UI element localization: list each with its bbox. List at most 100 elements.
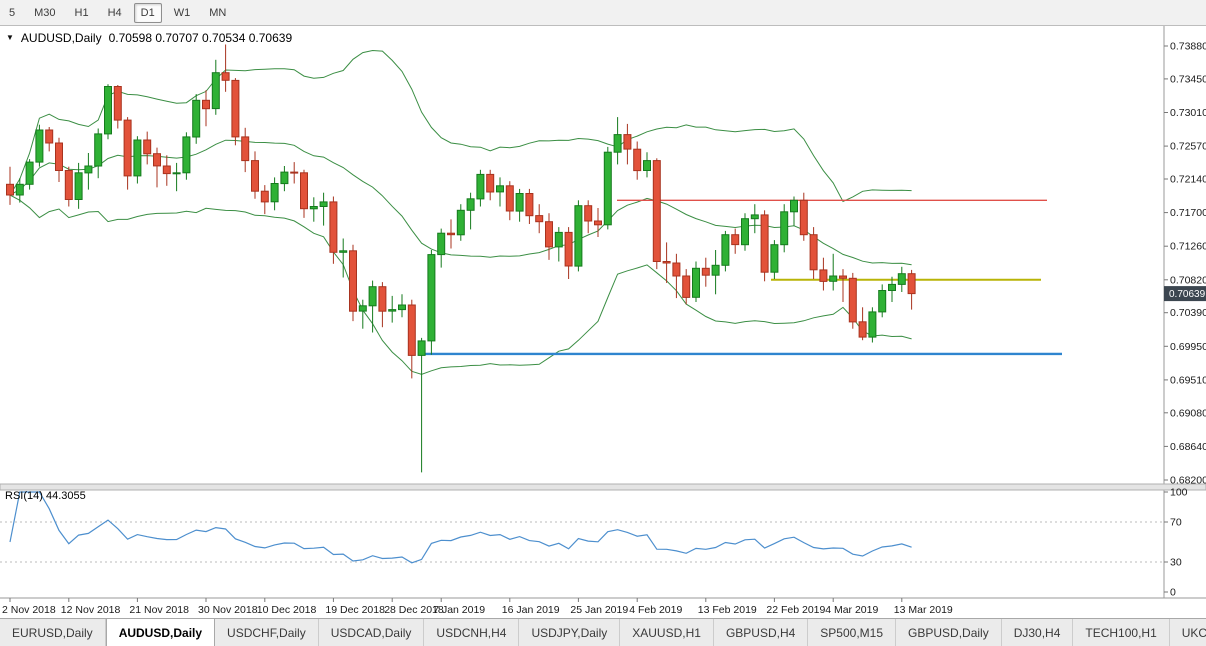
tab-usdcad-daily[interactable]: USDCAD,Daily <box>318 619 425 646</box>
rsi-panel: 100 70 30 0 <box>0 487 1188 599</box>
timeframe-button-d1[interactable]: D1 <box>133 2 162 23</box>
candle-body <box>848 277 857 323</box>
tab-gbpusd-h4[interactable]: GBPUSD,H4 <box>713 619 809 646</box>
timeframe-button-mn[interactable]: MN <box>209 6 227 19</box>
chart-area: 0.73880 0.73450 0.73010 0.72570 0.72140 0.717… <box>0 26 1206 618</box>
candle-body <box>94 133 103 167</box>
price-axis-label: 0.68200 <box>1170 475 1206 487</box>
candle-body <box>888 283 896 291</box>
timeframe-button-h1[interactable]: H1 <box>74 6 89 19</box>
chart-tabs-bar: EURUSD,Daily AUDUSD,Daily USDCHF,Daily USDC… <box>0 618 1206 646</box>
candle-body <box>221 72 230 81</box>
timeframe-button-h4[interactable]: H4 <box>107 6 122 19</box>
tab-dj30-h4[interactable]: DJ30,H4 <box>1001 619 1074 646</box>
candle-body <box>554 231 563 248</box>
candle-body <box>799 199 808 236</box>
candle-body <box>574 205 583 267</box>
current-price-badge <box>1164 286 1206 302</box>
timeframe-button-5[interactable]: 5 <box>9 6 16 19</box>
candle-body <box>241 136 250 162</box>
candle-body <box>868 311 877 338</box>
current-price-badge-label: 0.70639 <box>1169 289 1206 300</box>
tab-gbpusd-daily[interactable]: GBPUSD,Daily <box>896 619 1002 646</box>
rsi-axis-label: 0 <box>1170 587 1176 599</box>
price-axis-label: 0.73010 <box>1170 107 1206 119</box>
price-axis-label: 0.70820 <box>1170 274 1206 286</box>
candle-body <box>819 269 828 282</box>
timeframe-toolbar: 5 M30 H1 H4 D1 W1 MN <box>0 0 1206 26</box>
candle-body <box>741 218 749 246</box>
candle-body <box>143 139 152 155</box>
candle-body <box>153 153 161 167</box>
candle-body <box>231 79 240 138</box>
candle-body <box>505 185 514 212</box>
candle-body <box>104 86 112 135</box>
candle-body <box>633 148 642 172</box>
date-axis-label: 16 Jan 2019 <box>502 604 560 616</box>
candle-body <box>192 99 201 138</box>
candle-body <box>398 304 406 311</box>
candle-body <box>897 273 906 285</box>
candle-body <box>770 244 779 273</box>
candle-body <box>829 275 838 282</box>
price-axis-label: 0.73450 <box>1170 73 1206 85</box>
candle-body <box>407 304 416 356</box>
tab-audusd-daily[interactable]: AUDUSD,Daily <box>105 619 216 646</box>
candle-body <box>721 234 730 266</box>
date-axis-label: 10 Dec 2018 <box>257 604 317 616</box>
candle-body <box>760 214 769 273</box>
candle-body <box>437 232 446 256</box>
candle-body <box>456 209 465 236</box>
candle-body <box>64 170 73 200</box>
candle-body <box>535 215 544 223</box>
candle-body <box>682 275 691 298</box>
tab-sp500-m15[interactable]: SP500,M15 <box>808 619 897 646</box>
panel-divider[interactable] <box>0 483 1206 491</box>
price-axis-label: 0.69950 <box>1170 341 1206 353</box>
date-axis-label: 25 Jan 2019 <box>570 604 628 616</box>
candle-body <box>750 214 759 220</box>
candle-body <box>447 232 455 236</box>
date-axis-label: 2 Nov 2018 <box>2 604 56 616</box>
tab-usdcnh-h4[interactable]: USDCNH,H4 <box>424 619 520 646</box>
rsi-axis-label: 70 <box>1170 517 1182 529</box>
chart-collapse-icon[interactable]: ▼ <box>6 33 14 42</box>
candle-body <box>515 193 524 212</box>
candle-body <box>701 267 710 276</box>
candles-layer <box>6 44 916 473</box>
candle-body <box>780 211 789 246</box>
tab-xauusd-h1[interactable]: XAUUSD,H1 <box>620 619 714 646</box>
price-axis-label: 0.71700 <box>1170 207 1206 219</box>
candle-body <box>603 151 612 226</box>
price-axis-label: 0.72140 <box>1170 174 1206 186</box>
date-axis-label: 7 Jan 2019 <box>433 604 485 616</box>
date-axis-label: 22 Feb 2019 <box>766 604 825 616</box>
price-chart-svg[interactable]: 0.73880 0.73450 0.73010 0.72570 0.72140 0.717… <box>0 26 1206 618</box>
candle-body <box>594 220 602 226</box>
candle-body <box>290 171 299 174</box>
timeframe-button-w1[interactable]: W1 <box>173 6 191 19</box>
tab-ukc[interactable]: UKC <box>1169 619 1206 646</box>
candle-body <box>466 198 475 211</box>
tab-eurusd-daily[interactable]: EURUSD,Daily <box>0 619 106 646</box>
candle-body <box>378 286 387 312</box>
rsi-axis-label: 100 <box>1170 487 1188 499</box>
candle-body <box>133 139 142 177</box>
candle-body <box>731 234 740 246</box>
candle-body <box>486 173 495 193</box>
price-axis-label: 0.69080 <box>1170 407 1206 419</box>
rsi-axis-label: 30 <box>1170 557 1182 569</box>
tab-usdchf-daily[interactable]: USDCHF,Daily <box>215 619 319 646</box>
candle-body <box>25 161 34 185</box>
timeframe-button-m30[interactable]: M30 <box>34 6 56 19</box>
tab-tech100-h1[interactable]: TECH100,H1 <box>1073 619 1170 646</box>
tab-usdjpy-daily[interactable]: USDJPY,Daily <box>519 619 621 646</box>
candle-body <box>55 142 63 171</box>
price-axis-label: 0.70390 <box>1170 307 1206 319</box>
candle-body <box>476 173 485 200</box>
candle-body <box>251 160 259 192</box>
candle-body <box>15 183 24 196</box>
candle-body <box>623 134 632 150</box>
date-axis-label: 21 Nov 2018 <box>129 604 189 616</box>
